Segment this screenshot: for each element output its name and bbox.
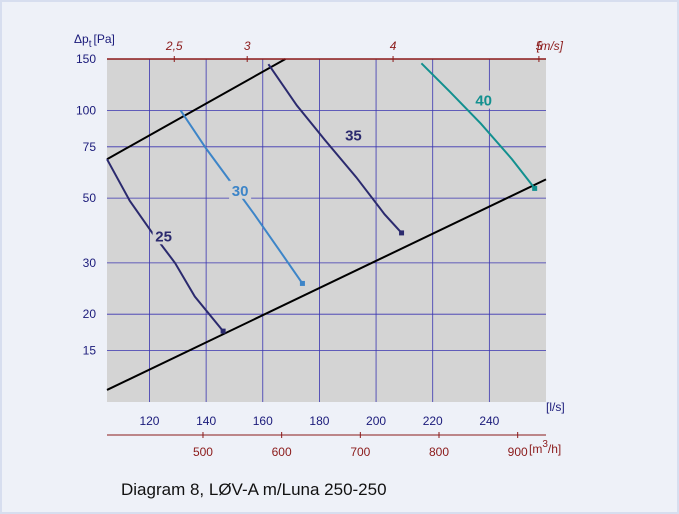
curve-25 xyxy=(106,158,224,332)
x-tick-240: 240 xyxy=(479,414,499,428)
curve-end-40 xyxy=(532,185,538,191)
curve-40 xyxy=(420,62,536,190)
y-tick-50: 50 xyxy=(83,191,97,205)
secondary-x-axis: 500 600 700 800 900 xyxy=(107,432,546,459)
x2-tick-900: 900 xyxy=(508,445,528,459)
x-tick-220: 220 xyxy=(423,414,443,428)
boundary-line-2 xyxy=(106,178,547,391)
top-velocity-axis: 2,5 3 4 5 xyxy=(107,39,546,62)
boundary-line-1 xyxy=(106,58,286,161)
curve-label-40: 40 xyxy=(475,93,492,110)
curve-label-25: 25 xyxy=(155,228,172,245)
curve-end-25 xyxy=(220,328,226,334)
y-axis-symbol: Δp xyxy=(74,32,89,46)
x-tick-labels: 120 140 160 180 200 220 240 xyxy=(139,414,499,428)
y-axis-subscript: t xyxy=(89,39,92,50)
x-tick-180: 180 xyxy=(309,414,329,428)
x2-tick-600: 600 xyxy=(272,445,292,459)
x2-unit-main: [m xyxy=(529,442,542,456)
x2-tick-800: 800 xyxy=(429,445,449,459)
curve-end-35 xyxy=(399,230,405,236)
series-curves: 25 30 35 40 xyxy=(106,62,538,334)
curve-35 xyxy=(267,63,403,234)
x2-axis-unit: [m3/h] xyxy=(529,439,561,456)
top-tick-4: 4 xyxy=(390,39,397,53)
x2-tick-500: 500 xyxy=(193,445,213,459)
y-tick-15: 15 xyxy=(83,344,97,358)
x-tick-120: 120 xyxy=(139,414,159,428)
curve-label-bg-30 xyxy=(229,180,252,199)
y-tick-labels: 15 20 30 50 75 100 150 xyxy=(76,52,96,358)
y-tick-100: 100 xyxy=(76,103,96,117)
curve-label-35: 35 xyxy=(345,127,362,144)
y-axis-label: Δpt [Pa] xyxy=(74,32,115,50)
top-axis-unit: [m/s] xyxy=(536,39,564,53)
curve-label-bg-35 xyxy=(342,125,365,144)
top-tick-2,5: 2,5 xyxy=(165,39,183,53)
top-tick-3: 3 xyxy=(244,39,251,53)
diagram-caption: Diagram 8, LØV-A m/Luna 250-250 xyxy=(121,480,387,499)
curve-label-bg-25 xyxy=(152,226,175,245)
y-axis-unit: [Pa] xyxy=(93,32,114,46)
y-tick-150: 150 xyxy=(76,52,96,66)
boundary-lines xyxy=(106,58,547,391)
y-tick-20: 20 xyxy=(83,307,97,321)
curve-label-30: 30 xyxy=(232,183,249,200)
x-tick-200: 200 xyxy=(366,414,386,428)
x2-tick-700: 700 xyxy=(350,445,370,459)
x2-unit-sup: 3 xyxy=(542,439,548,450)
y-tick-75: 75 xyxy=(83,140,97,154)
x2-unit-end: /h] xyxy=(548,442,561,456)
x-tick-140: 140 xyxy=(196,414,216,428)
x-axis-unit: [l/s] xyxy=(546,400,565,414)
top-tick-5: 5 xyxy=(536,39,543,53)
curve-end-30 xyxy=(299,280,305,286)
x-tick-160: 160 xyxy=(253,414,273,428)
curve-label-bg-40 xyxy=(472,90,495,109)
y-tick-30: 30 xyxy=(83,256,97,270)
